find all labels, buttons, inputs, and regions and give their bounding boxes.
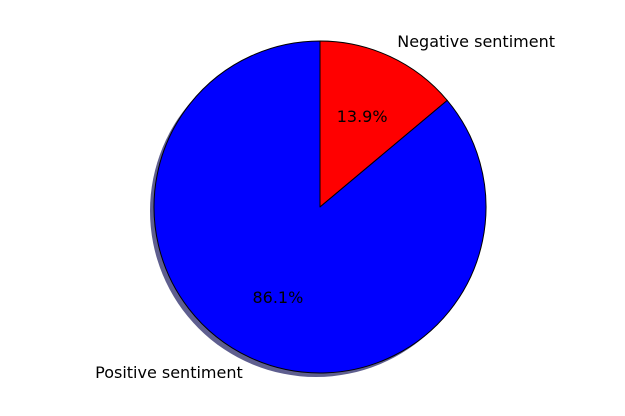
- pie-slice-positive-percent-label: 86.1%: [252, 288, 303, 307]
- pie-slices: [153, 40, 487, 374]
- pie-slice-negative-percent-label: 13.9%: [337, 107, 388, 126]
- pie-labels: 13.9% Negative sentiment 86.1% Positive sen…: [95, 32, 555, 382]
- pie-slice-positive: [153, 40, 487, 374]
- pie-slice-negative: [319, 40, 448, 208]
- pie-slice-negative-category-label: Negative sentiment: [397, 32, 555, 51]
- pie-slice-positive-category-label: Positive sentiment: [95, 363, 243, 382]
